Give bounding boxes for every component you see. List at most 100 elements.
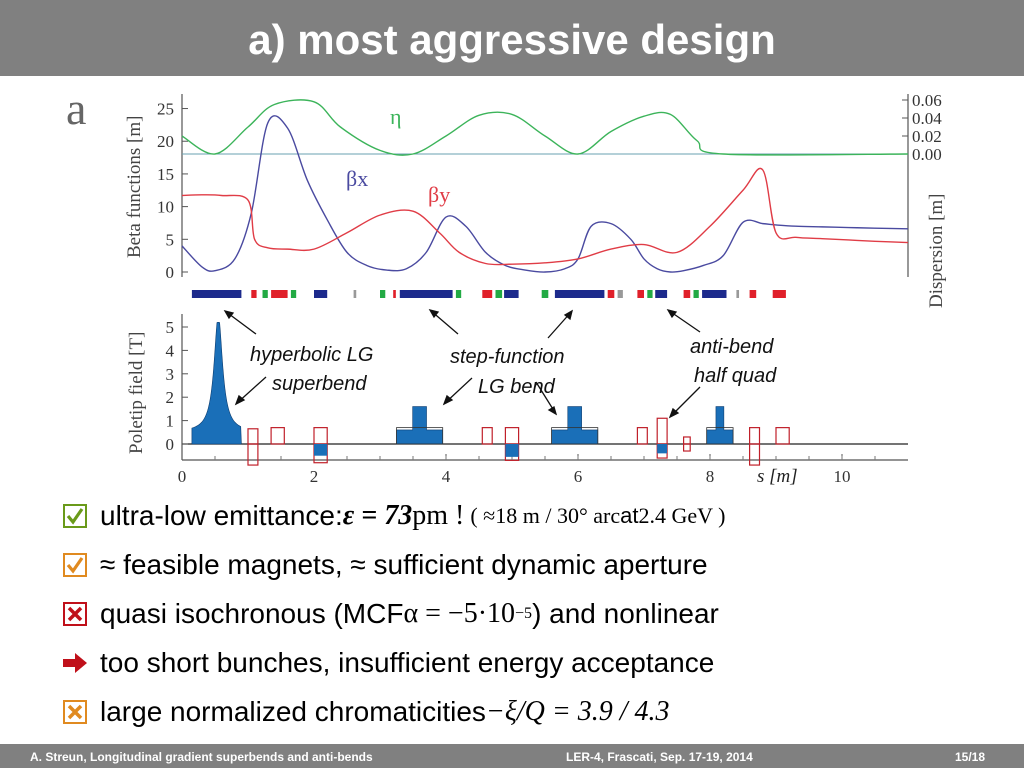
quad-field (636, 427, 648, 445)
quad-field (656, 417, 668, 445)
quad-field (748, 427, 761, 445)
quad-field (247, 443, 259, 466)
lattice-element (683, 290, 691, 298)
x-axis-label: s [m] (757, 466, 798, 487)
lattice-element (380, 290, 386, 298)
anti-bend-field (657, 444, 668, 454)
lattice-element (617, 290, 623, 298)
lattice-strip (191, 290, 786, 298)
bottom-xtick-label: 2 (310, 467, 319, 486)
lattice-element (749, 290, 757, 298)
lattice-element (554, 290, 605, 298)
lg-bend-field (396, 406, 443, 445)
lg-bend-field (551, 406, 599, 445)
bottom-ytick-label: 1 (166, 412, 175, 431)
bottom-xtick-label: 6 (574, 467, 583, 486)
page-number: 15/18 (955, 750, 986, 764)
bottom-xtick-label: 4 (442, 467, 451, 486)
beta-x-curve (181, 115, 909, 273)
lattice-element (495, 290, 503, 298)
bend-outline (396, 427, 444, 445)
quad-field (247, 428, 259, 445)
quad-field (682, 436, 691, 445)
bottom-ytick-label: 0 (166, 435, 175, 454)
lattice-element (647, 290, 653, 298)
lattice-element (290, 290, 297, 298)
quad-field (313, 427, 328, 445)
lattice-element (191, 290, 242, 298)
arrow-right-icon (62, 650, 88, 676)
lattice-element (736, 290, 740, 298)
checkbox-checked-icon (62, 552, 88, 578)
annotation-lg-bend: LG bend (478, 376, 556, 398)
bullet-feasible: ≈ feasible magnets, ≈ sufficient dynamic… (62, 545, 708, 585)
quad-field (481, 427, 493, 445)
bottom-ytick-label: 5 (166, 318, 175, 337)
lattice-element (693, 290, 699, 298)
top-ytick-label: 0 (166, 263, 175, 282)
annotation-hyperbolic: hyperbolic LG (250, 344, 373, 366)
disp-ytick-label: 0.06 (912, 91, 942, 110)
lattice-element (271, 290, 288, 298)
bottom-xtick-label: 0 (178, 467, 187, 486)
annotation-superbend: superbend (272, 373, 367, 395)
bottom-ytick-label: 4 (166, 341, 175, 360)
bottom-ylabel: Poletip field [T] (126, 332, 147, 454)
bottom-plot: 0 1 2 3 4 5 0 2 4 6 8 10 Poletip field [T] s [m] (126, 314, 908, 487)
superbend-field (191, 322, 242, 445)
top-plot: 0 5 10 15 20 25 0.000.020.040.06 η βx βy Beta… (124, 91, 947, 308)
lattice-element (262, 290, 268, 298)
top-ytick-label: 5 (166, 230, 175, 249)
top-ytick-label: 20 (157, 132, 174, 151)
quad-field (748, 443, 761, 466)
checkbox-checked-icon (62, 503, 88, 529)
checkbox-crossed-icon (62, 699, 88, 725)
quad-field (270, 427, 285, 445)
top-ytick-label: 10 (157, 198, 174, 217)
lattice-element (607, 290, 615, 298)
lattice-element (399, 290, 453, 298)
lattice-element (314, 290, 328, 298)
beta-x-label: βx (346, 166, 368, 191)
bend-outline (706, 427, 734, 445)
footer-conference: LER-4, Frascati, Sep. 17-19, 2014 (566, 750, 753, 764)
lattice-element (504, 290, 519, 298)
lattice-element (482, 290, 493, 298)
annotation-anti-bend: anti-bend (690, 336, 774, 358)
bottom-ytick-label: 3 (166, 365, 175, 384)
bullet-chromaticities: large normalized chromaticities −ξ/Q = 3… (62, 692, 670, 732)
bullet-isochronous: quasi isochronous (MCF α = −5·10 −5 ) an… (62, 594, 719, 634)
top-ytick-label: 25 (157, 100, 174, 119)
beta-y-curve (181, 167, 909, 266)
lattice-element (655, 290, 668, 298)
quad-field (775, 427, 790, 445)
bottom-xtick-label: 10 (834, 467, 851, 486)
right-ylabel: Dispersion [m] (926, 193, 947, 308)
bullet-short-bunches: too short bunches, insufficient energy a… (62, 643, 714, 683)
bend-outline (551, 427, 599, 445)
footer: A. Streun, Longitudinal gradient superbe… (0, 744, 1024, 768)
disp-ytick-label: 0.04 (912, 109, 942, 128)
footer-author: A. Streun, Longitudinal gradient superbe… (30, 750, 373, 764)
lattice-element (353, 290, 357, 298)
beta-y-label: βy (428, 182, 450, 207)
annotation-arrows (223, 308, 701, 419)
title-bar (0, 0, 1024, 76)
lattice-element (541, 290, 549, 298)
annotation-half-quad: half quad (694, 365, 777, 387)
eta-curve (181, 99, 909, 156)
anti-bend-field (505, 444, 519, 457)
top-ylabel: Beta functions [m] (124, 116, 145, 258)
panel-label: a (66, 83, 86, 134)
lg-bend-field (706, 406, 734, 445)
annotation-step-function: step-function (450, 346, 565, 368)
lattice-element (455, 290, 462, 298)
lattice-element (637, 290, 644, 298)
disp-ytick-label: 0.02 (912, 127, 942, 146)
quad-field (504, 427, 520, 445)
bullet-emittance: ultra-low emittance: ε = 73 pm ! ( ≈18 m… (62, 496, 725, 536)
bottom-xtick-label: 8 (706, 467, 715, 486)
lattice-element (772, 290, 786, 298)
disp-ytick-label: 0.00 (912, 145, 942, 164)
